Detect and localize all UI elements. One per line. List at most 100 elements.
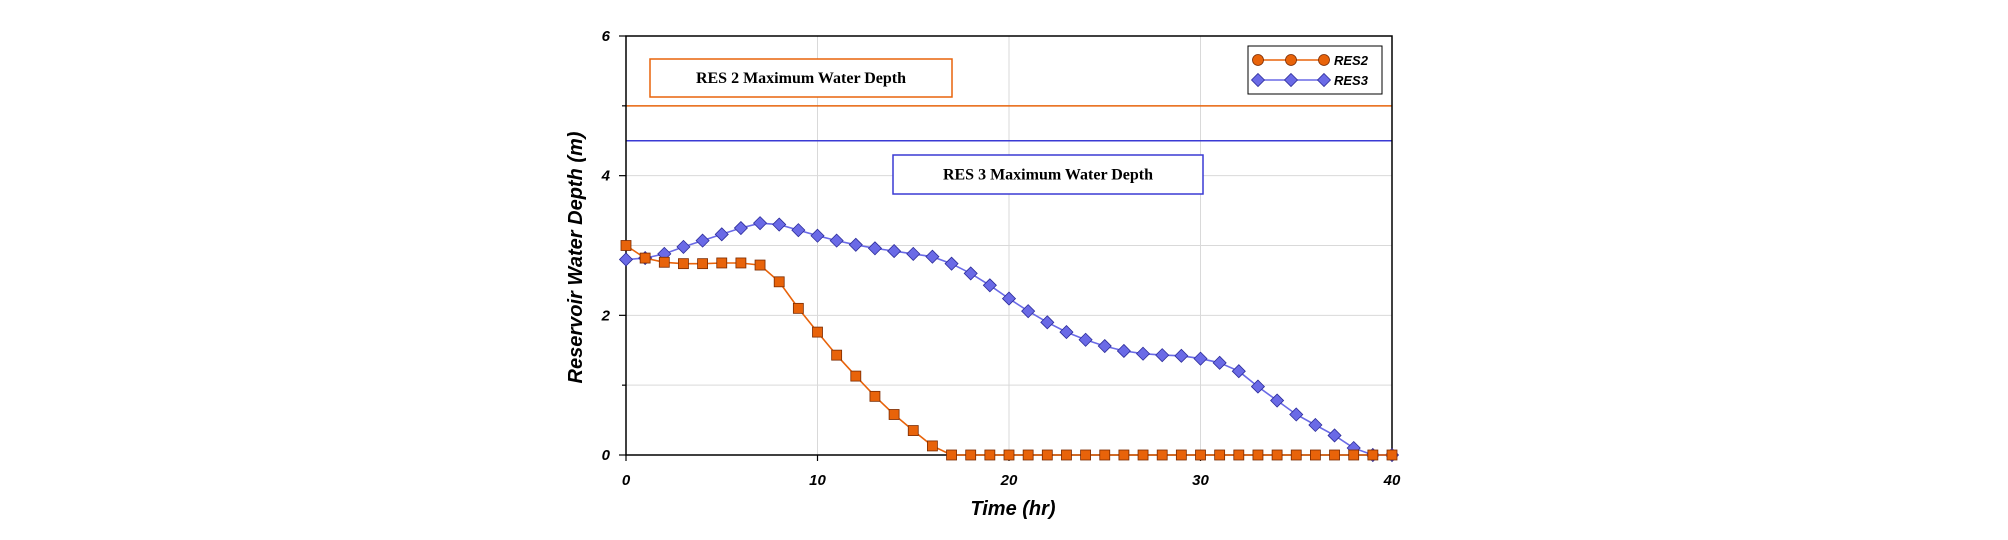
series-layer: [618, 216, 1400, 463]
data-point-res2: [716, 257, 728, 269]
data-point-res3: [925, 249, 940, 264]
legend-marker-res2: [1252, 54, 1264, 66]
data-point-res2: [1290, 449, 1302, 461]
legend: RES2 RES3: [1247, 45, 1383, 95]
annotations-layer: RES 2 Maximum Water Depth RES 3 Maximum W…: [649, 58, 1204, 195]
data-point-res2: [984, 449, 996, 461]
data-point-res3: [1231, 364, 1246, 379]
reference-lines-layer: [626, 105, 1392, 142]
data-point-res3: [1327, 428, 1342, 443]
data-point-res3: [676, 239, 691, 254]
data-point-res2: [1118, 449, 1130, 461]
data-point-res3: [618, 252, 634, 267]
data-point-res2: [678, 258, 689, 270]
data-point-res3: [714, 227, 729, 242]
data-point-res3: [906, 246, 921, 261]
annotation-box: [649, 58, 953, 98]
x-tick-label: 30: [1192, 472, 1209, 489]
data-point-res3: [1059, 325, 1074, 340]
data-point-res3: [810, 228, 825, 243]
legend-marker-res2: [1318, 54, 1330, 66]
data-point-res2: [1271, 449, 1283, 461]
y-tick-label: 6: [602, 28, 611, 45]
data-point-res3: [1040, 315, 1055, 330]
data-point-res2: [1386, 449, 1398, 461]
data-point-res2: [620, 240, 632, 251]
data-point-res3: [1174, 348, 1189, 363]
data-point-res3: [1212, 355, 1227, 370]
data-point-res2: [1214, 449, 1226, 461]
data-point-res2: [1252, 449, 1264, 461]
data-point-res2: [1310, 449, 1321, 461]
x-tick-label: 0: [622, 472, 631, 489]
y-tick-label: 0: [602, 447, 611, 464]
legend-label-res3: RES3: [1334, 73, 1369, 88]
series-res2: [620, 240, 1398, 461]
data-point-res2: [1367, 449, 1379, 461]
data-point-res3: [1078, 332, 1093, 347]
legend-marker-res2: [1285, 54, 1297, 66]
data-point-res2: [697, 258, 708, 270]
y-tick-label: 4: [601, 168, 611, 185]
data-point-res2: [831, 349, 843, 361]
x-tick-label: 10: [809, 472, 826, 489]
data-point-res2: [927, 440, 938, 452]
data-point-res3: [791, 223, 806, 238]
data-point-res3: [1155, 348, 1170, 363]
legend-entry-res3: RES3: [1250, 72, 1369, 88]
data-point-res3: [848, 237, 863, 252]
legend-marker-res3: [1250, 72, 1266, 88]
y-tick-label: 2: [601, 307, 611, 324]
annotation-text: RES 2 Maximum Water Depth: [696, 70, 906, 87]
data-point-res3: [1021, 304, 1036, 319]
data-point-res3: [1250, 379, 1266, 394]
data-point-res2: [1022, 449, 1034, 461]
data-point-res3: [1193, 351, 1208, 366]
data-point-res2: [1175, 449, 1187, 461]
data-point-res2: [658, 256, 670, 268]
data-point-res3: [963, 266, 978, 281]
data-point-res3: [829, 233, 844, 248]
data-point-res2: [1003, 449, 1015, 461]
x-tick-label: 20: [1000, 472, 1018, 489]
data-point-res3: [1116, 343, 1131, 359]
data-point-res2: [869, 390, 881, 402]
data-point-res3: [944, 256, 959, 271]
data-point-res2: [639, 252, 651, 264]
data-point-res2: [754, 259, 766, 271]
legend-box: [1247, 45, 1383, 95]
x-tick-label: 40: [1383, 472, 1401, 489]
annotation-res2-max-depth: RES 2 Maximum Water Depth: [649, 58, 953, 98]
data-point-res2: [1099, 449, 1111, 461]
legend-entry-res2: RES2: [1252, 53, 1369, 68]
data-point-res2: [1041, 449, 1053, 461]
data-point-res2: [850, 370, 862, 382]
y-axis-title: Reservoir Water Depth (m): [565, 131, 587, 383]
annotation-res3-max-depth: RES 3 Maximum Water Depth: [892, 154, 1204, 195]
data-point-res2: [1329, 449, 1340, 461]
data-point-res3: [1270, 393, 1285, 408]
data-point-res2: [1233, 449, 1245, 461]
ticks-layer: 0 10 20 30 40 0 2 4 6: [601, 28, 1401, 489]
legend-label-res2: RES2: [1334, 53, 1369, 68]
data-point-res2: [1195, 449, 1206, 461]
data-point-res2: [1061, 449, 1072, 461]
x-axis-title: Time (hr): [970, 498, 1056, 520]
data-point-res2: [1156, 449, 1168, 461]
data-point-res3: [1097, 338, 1112, 354]
data-point-res3: [1308, 417, 1323, 433]
data-point-res2: [965, 449, 977, 461]
data-point-res3: [733, 220, 748, 236]
data-point-res2: [773, 276, 785, 288]
data-point-res3: [887, 244, 902, 259]
data-point-res2: [1137, 449, 1149, 461]
data-point-res3: [772, 217, 787, 232]
data-point-res2: [907, 425, 919, 436]
data-point-res3: [1135, 346, 1151, 361]
data-point-res2: [1348, 449, 1360, 461]
data-point-res3: [867, 241, 883, 256]
data-point-res2: [735, 257, 747, 269]
data-point-res3: [1001, 291, 1017, 306]
data-point-res2: [946, 449, 957, 461]
